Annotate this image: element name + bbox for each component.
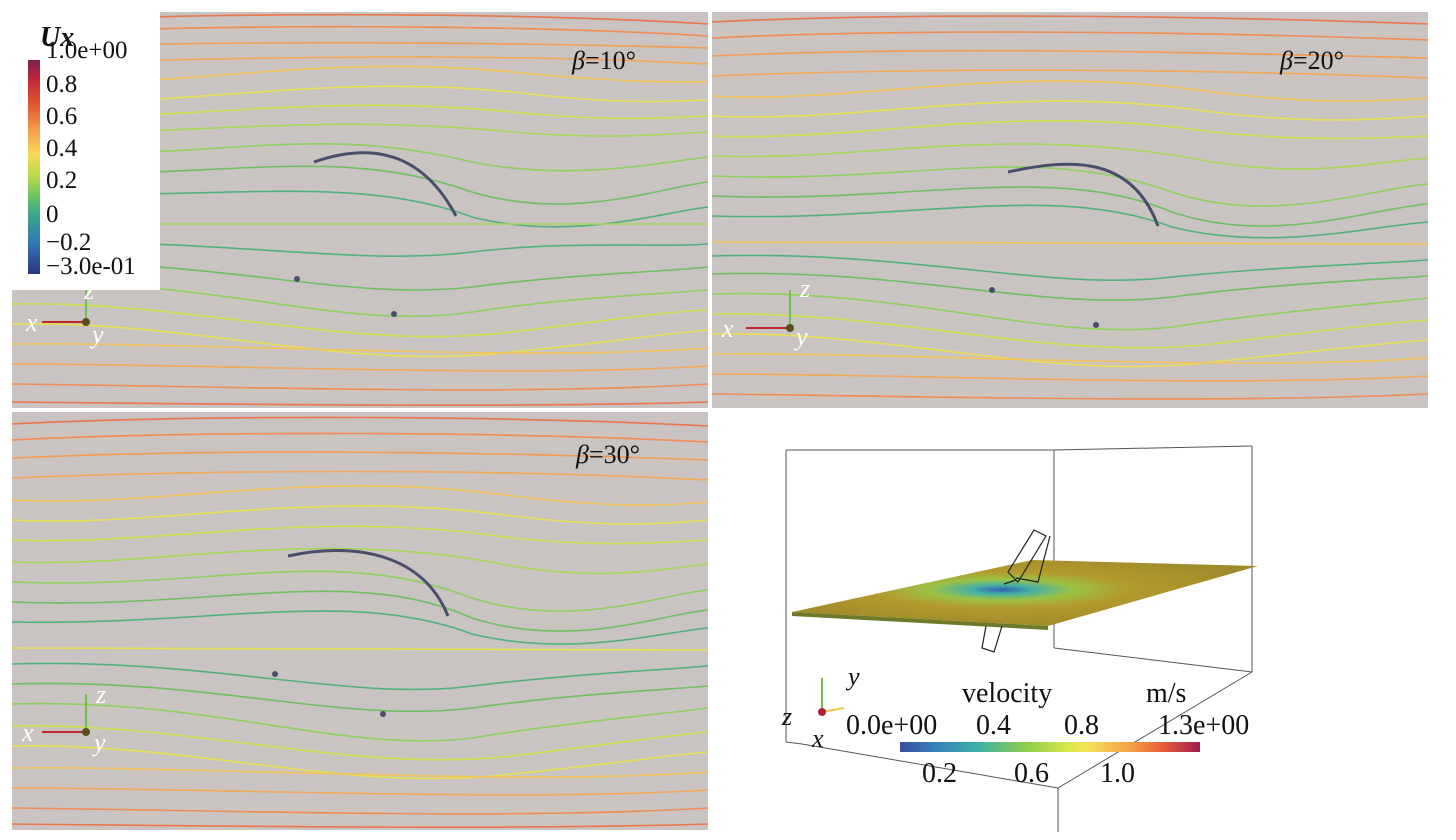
domain-3d-inset: y z x velocity m/s 0.0e+00 0.4 0.8 1.3e+… (712, 412, 1456, 835)
colorbar-bottom-tick: 1.0 (1100, 758, 1135, 789)
axis-z-label: z (800, 274, 811, 303)
axes-triad-icon (42, 284, 90, 326)
inset-axes-triad-icon (818, 678, 845, 716)
inset-axis-y-label: y (848, 662, 860, 691)
axis-z-label: z (84, 276, 95, 305)
turbine-blade-icon (981, 529, 1051, 653)
colorbar-title: velocity (962, 678, 1053, 709)
colorbar-bottom-tick: 0.6 (1014, 758, 1049, 789)
beta-label: β=20° (1280, 46, 1345, 75)
ux-tick: 0.2 (46, 167, 78, 194)
colorbar-bottom-tick: 0.2 (922, 758, 957, 789)
colorbar-top-tick: 0.0e+00 (846, 710, 938, 741)
streamlines-svg (12, 416, 708, 828)
ux-colorbar (28, 60, 40, 274)
axes-triad-icon (42, 694, 90, 736)
inset-axis-x-label: x (812, 724, 824, 753)
colorbar-top-tick: 1.3e+00 (1158, 710, 1250, 741)
axis-y-label: y (796, 322, 808, 351)
ux-tick: 0.6 (46, 103, 78, 130)
ux-legend-title: Ux (40, 22, 75, 53)
colorbar-top-tick: 0.8 (1064, 710, 1099, 741)
velocity-slice-plane (792, 560, 1258, 626)
ux-tick: 0.8 (46, 71, 78, 98)
axis-x-label: x (22, 718, 34, 747)
axis-y-label: y (94, 728, 106, 757)
streamline-panel-beta-20: β=20° z x y (712, 12, 1428, 408)
streamline-panel-beta-30: β=30° z x y (12, 412, 708, 830)
streamline-panel-beta-10: β=10° z x y Ux 1.0e+00 0.8 0.6 0.4 0.2 0… (12, 12, 708, 408)
ux-tick: 0 (46, 201, 59, 228)
colorbar-unit: m/s (1146, 678, 1187, 709)
velocity-colorbar (900, 742, 1200, 752)
ux-tick: −0.2 (46, 229, 92, 256)
streamlines-svg (712, 15, 1428, 400)
ux-tick: 0.4 (46, 135, 78, 162)
axis-x-label: x (26, 308, 38, 337)
axis-z-label: z (96, 680, 107, 709)
axes-triad-icon (746, 290, 794, 332)
colorbar-top-tick: 0.4 (976, 710, 1011, 741)
axis-y-label: y (92, 320, 104, 349)
ux-tick: −3.0e-01 (46, 253, 136, 280)
beta-label: β=30° (576, 440, 641, 469)
inset-axis-z-label: z (782, 702, 793, 731)
beta-label: β=10° (572, 46, 637, 75)
ux-colorbar-legend: Ux 1.0e+00 0.8 0.6 0.4 0.2 0 −0.2 −3.0e-… (12, 12, 160, 290)
ux-tick: 1.0e+00 (46, 37, 128, 64)
axis-x-label: x (722, 314, 734, 343)
domain-box-svg (785, 445, 1258, 832)
